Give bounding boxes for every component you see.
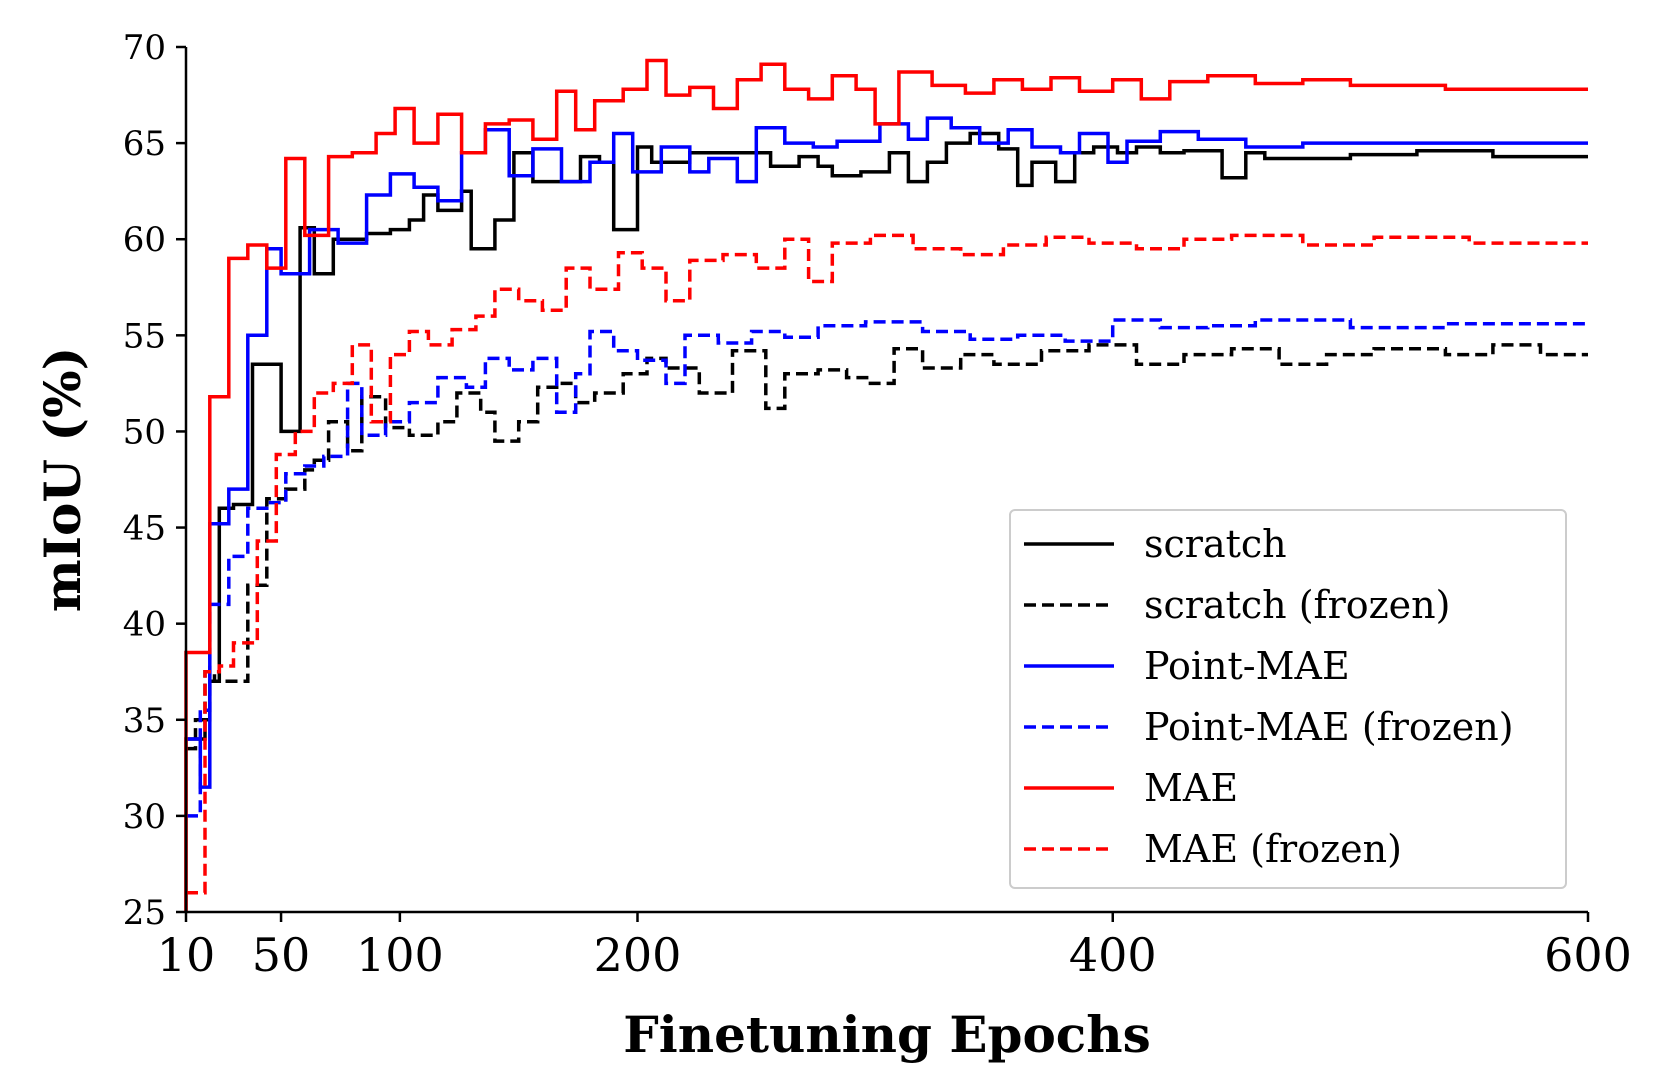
axes (184, 47, 1588, 914)
y-tick-label: 50 (123, 412, 166, 452)
y-tick-label: 25 (123, 893, 166, 933)
legend-items: scratch scratch (frozen) Point-MAE Point-MA… (1024, 522, 1514, 871)
y-tick-label: 65 (123, 124, 166, 164)
y-axis-ticks: 25 30 35 40 45 50 55 60 65 70 (123, 28, 186, 933)
legend-label: Point-MAE (1144, 644, 1350, 688)
y-tick-label: 70 (123, 28, 166, 68)
legend-box (1009, 509, 1567, 889)
legend-label: MAE (1144, 766, 1238, 810)
legend-label: scratch (frozen) (1144, 583, 1450, 627)
legend-label: MAE (frozen) (1144, 827, 1402, 871)
x-axis-ticks: 10 50 100 200 400 600 (157, 912, 1632, 982)
x-tick-label: 10 (157, 928, 216, 982)
x-tick-label: 600 (1544, 928, 1632, 982)
series-line-scratch-frozen (186, 343, 1588, 751)
y-tick-label: 45 (123, 509, 166, 549)
series-line-point-mae-frozen (186, 318, 1588, 818)
x-tick-label: 200 (594, 928, 682, 982)
y-tick-label: 60 (123, 220, 166, 260)
y-tick-label: 30 (123, 797, 166, 837)
plot-lines (184, 58, 1588, 912)
legend-label: Point-MAE (frozen) (1144, 705, 1514, 749)
y-axis-title: mIoU (%) (33, 347, 92, 612)
legend: scratch scratch (frozen) Point-MAE Point-MA… (1009, 509, 1567, 889)
series-line-mae-frozen (186, 233, 1588, 895)
y-tick-label: 55 (123, 316, 166, 356)
x-tick-label: 50 (252, 928, 311, 982)
y-tick-label: 35 (123, 701, 166, 741)
series-line-scratch (184, 131, 1588, 912)
x-tick-label: 400 (1069, 928, 1157, 982)
y-tick-label: 40 (123, 605, 166, 645)
series-line-mae (184, 58, 1588, 912)
x-axis-title: Finetuning Epochs (623, 1005, 1151, 1064)
series-line-point-mae (186, 116, 1588, 789)
x-tick-label: 100 (356, 928, 444, 982)
legend-label: scratch (1144, 522, 1287, 566)
